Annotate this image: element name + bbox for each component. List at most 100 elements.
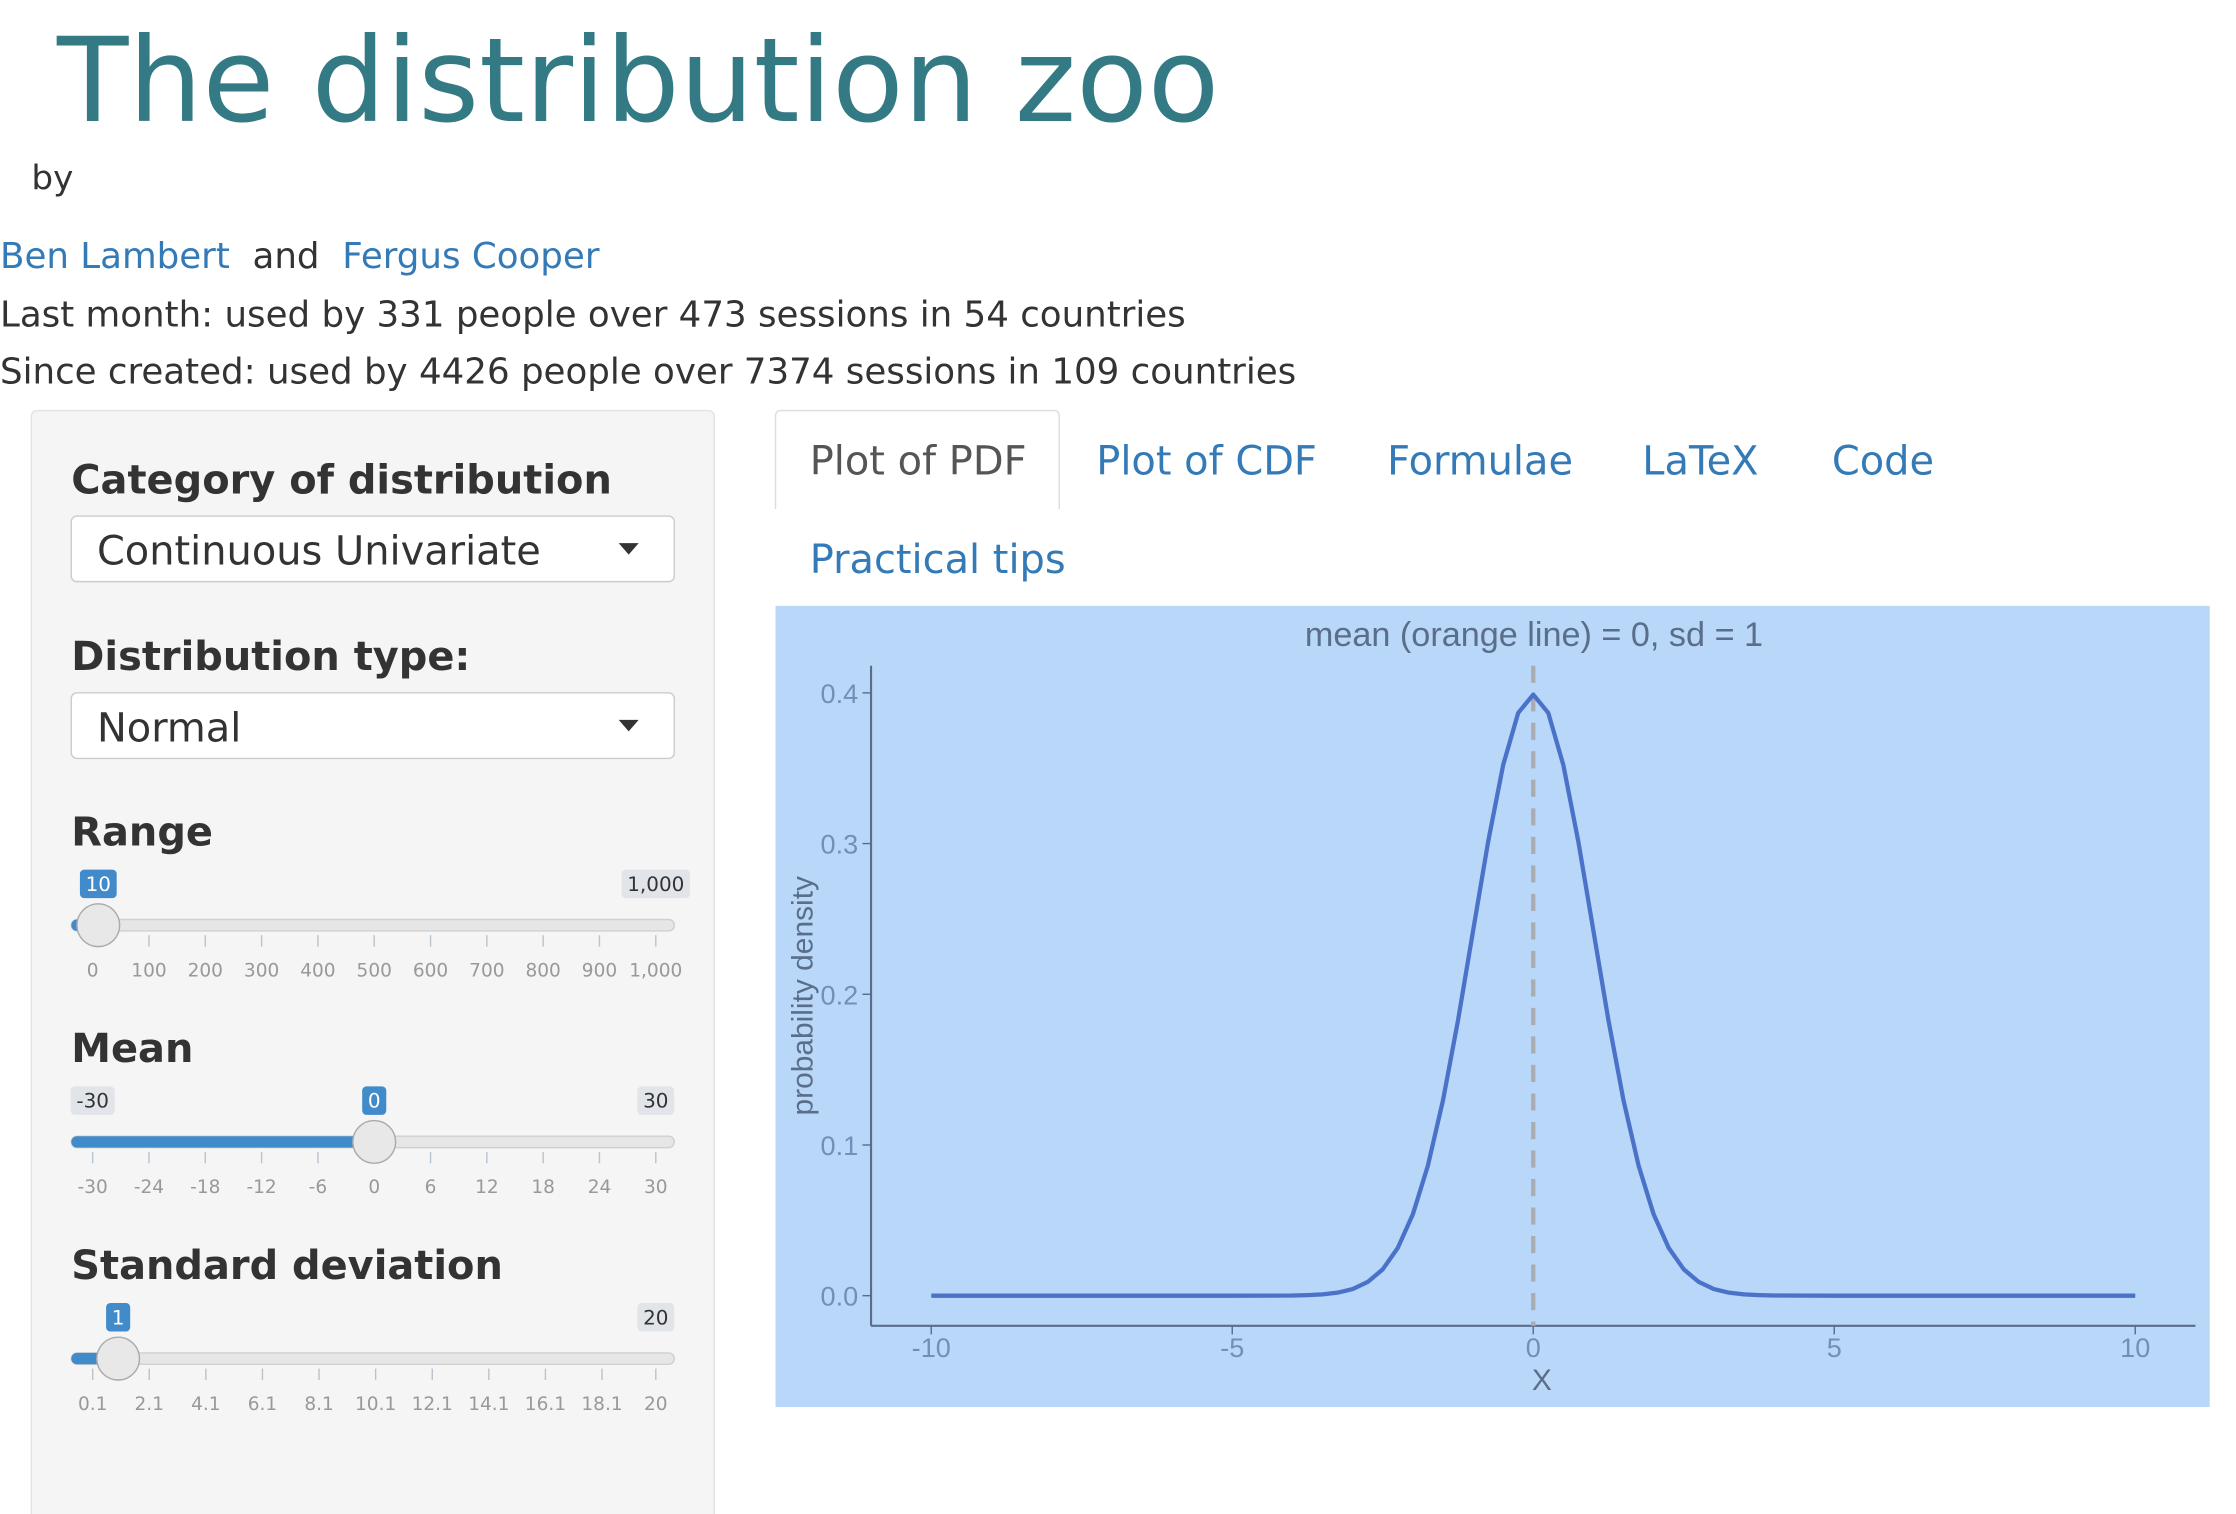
tab[interactable]: Practical tips	[810, 537, 1066, 583]
author-link[interactable]: Ben Lambert	[0, 236, 230, 277]
y-tick-label: 0.1	[821, 1130, 859, 1161]
slider-tick-label: 0	[87, 961, 99, 982]
slider-tick-label: 800	[525, 961, 560, 982]
slider-handle[interactable]	[352, 1119, 397, 1165]
slider-tick-label: -12	[246, 1177, 276, 1198]
author-link[interactable]: Fergus Cooper	[342, 236, 600, 277]
slider-tick-label: -30	[78, 1177, 108, 1198]
input-label: Category of distribution	[71, 457, 612, 503]
slider-tick-label: 6.1	[248, 1394, 277, 1415]
y-tick-label: 0.0	[821, 1281, 859, 1312]
bubble-bg	[637, 1303, 675, 1332]
bubble-bg	[637, 1086, 675, 1115]
slider-tick-label: 0	[368, 1177, 380, 1198]
y-tick-label: 0.4	[821, 678, 859, 709]
tab[interactable]: Formulae	[1387, 439, 1573, 485]
input-label: Standard deviation	[71, 1243, 503, 1289]
sliders: Range 0 100 200 300 400 500 6 0 0 700 800 900 1,000 1,…	[70, 809, 691, 1415]
app-title: The distribution zoo	[56, 12, 1219, 149]
bubble-bg	[106, 1303, 131, 1332]
bubble-bg	[79, 869, 117, 899]
bubble-bg	[70, 1086, 115, 1115]
plot-background	[775, 605, 2210, 1408]
slider-track	[70, 918, 676, 932]
slider-tick-label: 900	[582, 961, 617, 982]
slider-tick-label: 1,000	[629, 961, 682, 982]
chart-title: mean (orange line) = 0, sd = 1	[1305, 616, 1763, 654]
bubble-label: 30	[643, 1089, 668, 1113]
y-tick-label: 0.3	[821, 829, 859, 860]
slider-tick-label: 6	[425, 1177, 437, 1198]
slider-tick-label: 100	[131, 961, 166, 982]
bubble-label: 1,000	[627, 872, 684, 896]
x-tick-label: 5	[1827, 1332, 1842, 1363]
slider-tick-label: 700	[469, 961, 504, 982]
by-text: by	[31, 159, 73, 199]
x-tick-label: 0	[1526, 1332, 1541, 1363]
x-tick-label: -10	[912, 1332, 951, 1363]
sidebar-panel	[30, 409, 715, 1514]
tab[interactable]: LaTeX	[1642, 439, 1758, 485]
usage-since-created: Since created: used by 4426 people over …	[0, 351, 1296, 392]
y-tick-label: 0.2	[821, 979, 859, 1010]
tab[interactable]: Plot of CDF	[1096, 439, 1317, 485]
x-tick-label: -5	[1220, 1332, 1244, 1363]
select-arrow	[618, 543, 639, 555]
slider-tick-label: 300	[244, 961, 279, 982]
slider-tick-label: 2.1	[135, 1394, 164, 1415]
tabs: Plot of PDF Plot of CDF Formulae LaTeX Code P…	[774, 409, 1934, 583]
slider-tick-label: 24	[588, 1177, 612, 1198]
slider-track	[70, 1352, 676, 1366]
slider-tick-label: 14.1	[468, 1394, 509, 1415]
select-value: Normal	[97, 705, 241, 751]
select[interactable]: Continuous Univariate	[70, 515, 676, 583]
slider-tick-label: -18	[190, 1177, 220, 1198]
slider-bubble: 0	[362, 1086, 387, 1115]
x-tick-label: 10	[2120, 1332, 2150, 1363]
slider-tick-label: 500	[357, 961, 392, 982]
slider-tick-label: 0.1	[78, 1394, 107, 1415]
slider-tick-label: 400	[300, 961, 335, 982]
pdf-curve	[931, 692, 2136, 1298]
and-text: and	[253, 236, 320, 277]
input-label: Range	[71, 809, 213, 855]
slider-tick-label: -6	[309, 1177, 327, 1198]
bubble-bg	[621, 869, 691, 899]
slider-tick-label: 10.1	[355, 1394, 396, 1415]
slider-bubble: 1,000	[621, 869, 691, 899]
select-arrow	[618, 719, 639, 732]
bubble-label: 0	[368, 1089, 381, 1113]
tab[interactable]: Code	[1832, 439, 1934, 485]
slider-tick-label: 200	[188, 961, 223, 982]
slider-tick-label: 18.1	[581, 1394, 622, 1415]
slider-tick-label: 8.1	[304, 1394, 333, 1415]
slider-bubble: 1	[106, 1303, 131, 1332]
select-value: Continuous Univariate	[97, 529, 541, 575]
slider-tick-label: 16.1	[525, 1394, 566, 1415]
slider-bubble: 30	[637, 1086, 675, 1115]
bubble-label: -30	[76, 1089, 109, 1113]
tab[interactable]: Plot of PDF	[810, 439, 1027, 485]
active-tab-box	[774, 409, 1060, 509]
slider-fill	[71, 1136, 375, 1148]
slider-handle[interactable]	[96, 1336, 141, 1381]
slider-handle[interactable]	[76, 903, 121, 948]
slider-bubble: 20	[637, 1303, 675, 1332]
slider-bubble: -30	[70, 1086, 115, 1115]
bubble-label: 10	[86, 872, 111, 896]
bubble-bg	[362, 1086, 387, 1115]
input-label: Distribution type:	[71, 634, 470, 680]
x-axis-label: X	[1532, 1364, 1552, 1397]
slider-tick-label: 30	[644, 1177, 668, 1198]
slider-tick-label: 18	[531, 1177, 555, 1198]
select[interactable]: Normal	[70, 692, 676, 760]
y-axis-label: probability density	[787, 876, 820, 1116]
select-box[interactable]	[70, 515, 676, 583]
select-box[interactable]	[70, 692, 676, 760]
slider-tick-label: -24	[134, 1177, 164, 1198]
authors: Ben Lambert and Fergus Cooper	[0, 236, 600, 277]
bubble-label: 20	[643, 1305, 668, 1329]
input-label: Mean	[71, 1026, 193, 1072]
